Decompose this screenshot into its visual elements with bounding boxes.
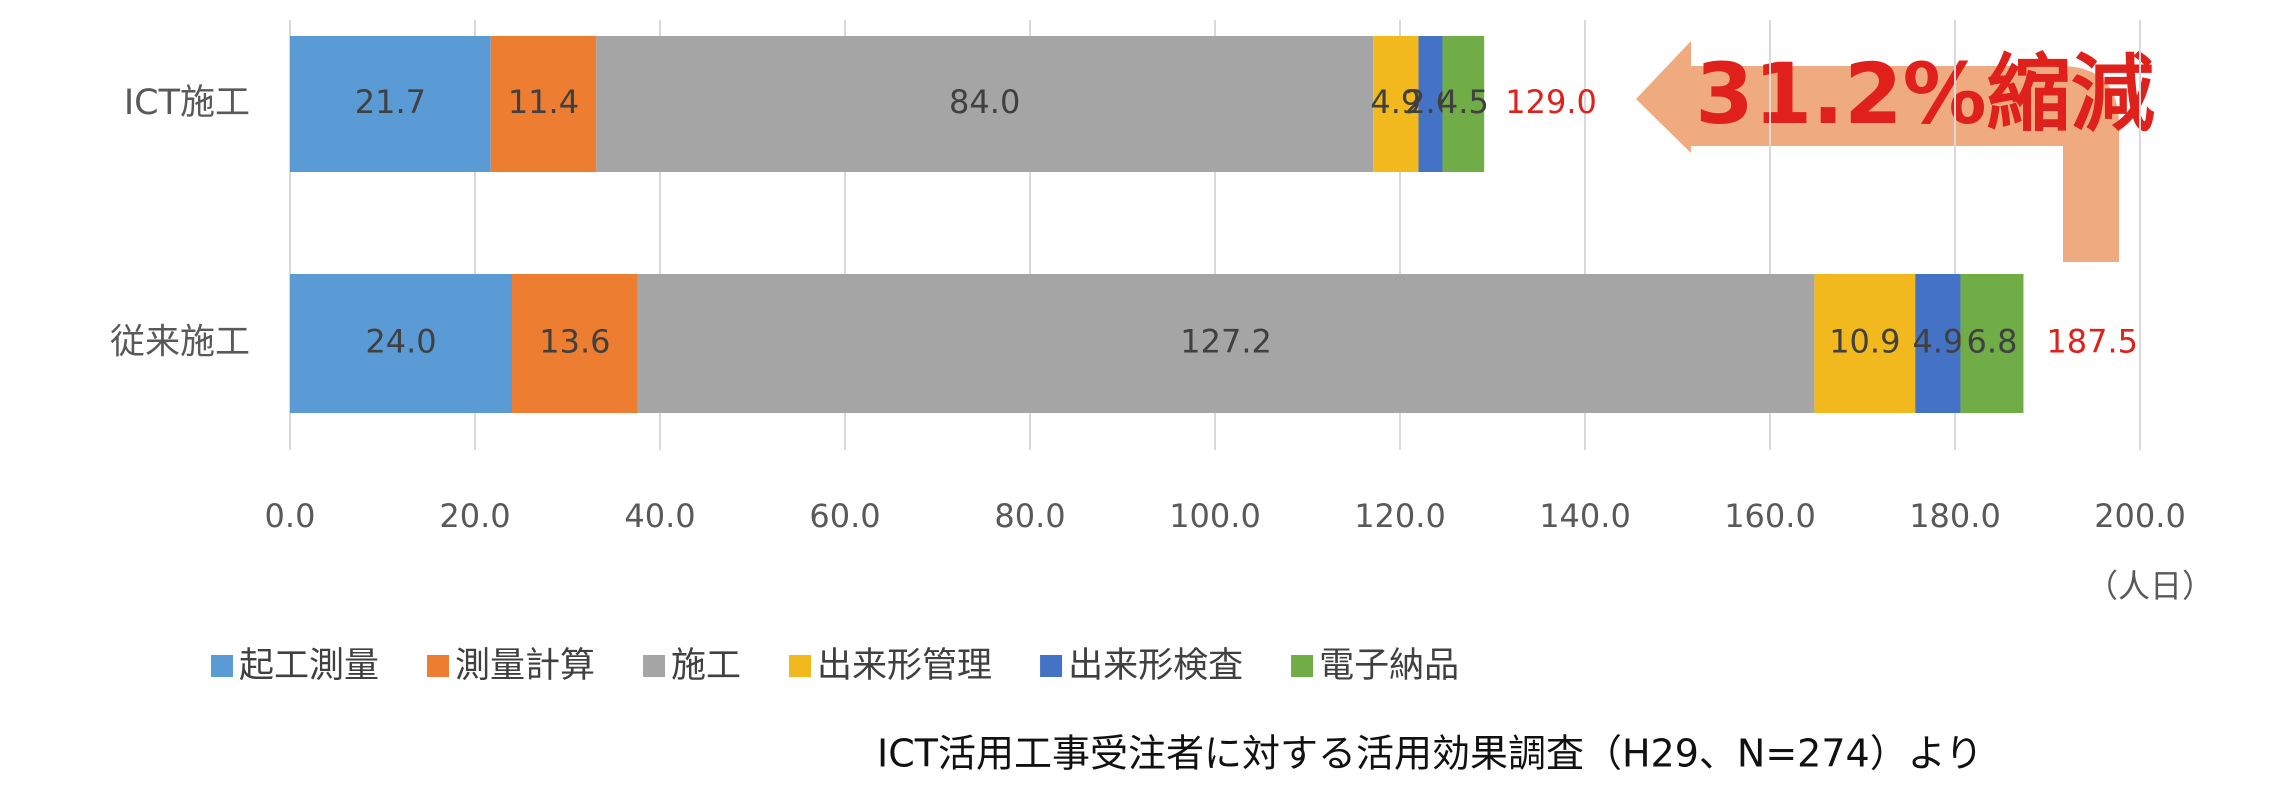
bar-segment (290, 36, 491, 172)
x-tick-label: 200.0 (2094, 497, 2186, 535)
bar-segment (290, 274, 512, 413)
x-tick-label: 160.0 (1724, 497, 1816, 535)
x-tick-label: 100.0 (1169, 497, 1261, 535)
x-tick-label: 80.0 (994, 497, 1065, 535)
data-label: 21.7 (355, 83, 426, 121)
data-label: 13.6 (539, 323, 610, 361)
x-tick-label: 0.0 (265, 497, 316, 535)
bar-segment (1373, 36, 1419, 172)
total-label: 129.0 (1505, 83, 1597, 121)
legend-label: 施工 (671, 646, 741, 686)
bar-segment (1442, 36, 1485, 172)
source-note: ICT活用工事受注者に対する活用効果調査（H29、N=274）より (877, 732, 1983, 776)
x-tick-label: 60.0 (809, 497, 880, 535)
data-label: 4.5 (1438, 83, 1489, 121)
bar-segment (512, 274, 638, 413)
data-label: 24.0 (365, 323, 436, 361)
data-label: 127.2 (1180, 323, 1272, 361)
data-label: 11.4 (508, 83, 579, 121)
data-label: 6.8 (1967, 323, 2018, 361)
legend-swatch (1040, 655, 1063, 677)
x-tick-label: 180.0 (1909, 497, 2001, 535)
legend-swatch (211, 655, 233, 677)
annotation: 31.2%縮減 (1695, 45, 2154, 143)
bar-segment (1960, 274, 2024, 413)
y-tick-label: ICT施工 (124, 83, 250, 123)
x-tick-label: 20.0 (439, 497, 510, 535)
legend-label: 測量計算 (455, 646, 595, 686)
data-label: 4.9 (1912, 323, 1963, 361)
legend-label: 出来形管理 (817, 646, 992, 686)
x-tick-label: 40.0 (624, 497, 695, 535)
legend-label: 起工測量 (239, 646, 379, 686)
bar-segment (1418, 36, 1443, 172)
bar-segment (637, 274, 1815, 413)
x-tick-label: 140.0 (1539, 497, 1631, 535)
bar-segment (1814, 274, 1916, 413)
total-label: 187.5 (2046, 323, 2138, 361)
legend-swatch (427, 655, 450, 677)
data-label: 84.0 (949, 83, 1020, 121)
x-tick-label: 120.0 (1354, 497, 1446, 535)
data-label: 4.9 (1370, 83, 1421, 121)
y-tick-label: 従来施工 (110, 323, 250, 363)
legend-swatch (789, 655, 812, 677)
legend-label: 出来形検査 (1068, 646, 1243, 686)
legend-swatch (643, 655, 666, 677)
legend-label: 電子納品 (1319, 646, 1459, 686)
bar-segment (596, 36, 1374, 172)
data-label: 10.9 (1829, 323, 1900, 361)
bar-segment (490, 36, 597, 172)
reduction-arrow (1636, 41, 2119, 262)
legend-swatch (1291, 655, 1314, 677)
bar-segment (1915, 274, 1961, 413)
x-unit: （人日） (2086, 567, 2214, 605)
